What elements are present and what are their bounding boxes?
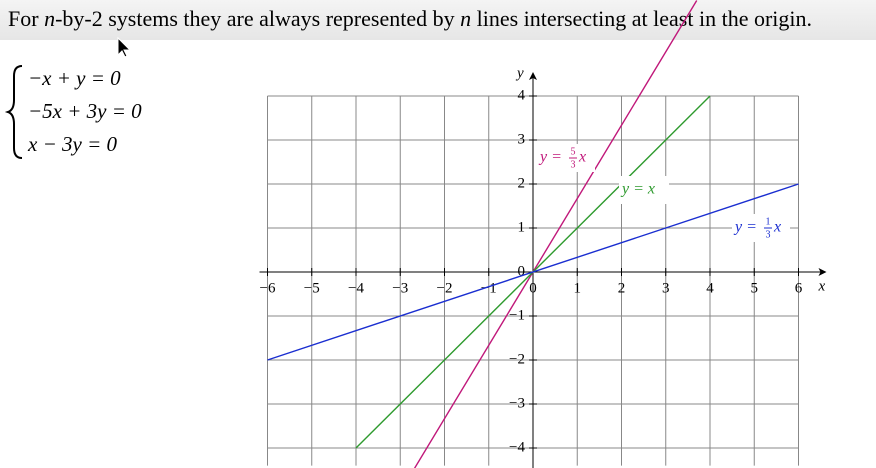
line (267, 183, 799, 361)
x-tick-label: −3 (392, 280, 408, 296)
x-tick-label: 4 (706, 280, 714, 296)
heading-text: For (8, 6, 44, 31)
x-tick-label: −1 (481, 280, 497, 296)
equation: −5x + 3y = 0 (28, 99, 142, 123)
x-axis-arrow (818, 268, 827, 276)
line-label-bg (619, 176, 669, 204)
y-tick-label: −3 (509, 395, 525, 411)
x-tick-label: 2 (618, 280, 626, 296)
line (413, 0, 698, 468)
line-label-bg (732, 214, 790, 242)
line-label: x (773, 219, 781, 236)
x-tick-label: 0 (529, 280, 537, 296)
x-tick-label: −4 (348, 280, 364, 296)
brace (4, 65, 23, 159)
y-tick-label: 1 (518, 219, 526, 235)
y-tick-label: 0 (518, 263, 526, 279)
x-tick-label: 6 (795, 280, 803, 296)
y-tick-label: −2 (509, 351, 525, 367)
heading-text: n (460, 6, 471, 31)
y-tick-label: 2 (518, 175, 526, 191)
x-tick-label: −5 (304, 280, 320, 296)
heading-text: lines intersecting at least in the origi… (471, 6, 812, 31)
equation: x − 3y = 0 (27, 132, 117, 156)
heading-text: -by-2 systems they are always represente… (55, 6, 460, 31)
line-label: y = (538, 149, 562, 166)
line-label: 5 (571, 146, 576, 157)
line-label: y = x (620, 181, 655, 198)
line-label: 3 (571, 159, 576, 170)
line-label: x (578, 149, 586, 166)
line-label-bg (537, 144, 595, 172)
x-axis-label: x (818, 278, 826, 294)
x-tick-label: 1 (574, 280, 582, 296)
x-tick-label: −6 (260, 280, 276, 296)
x-tick-label: −2 (437, 280, 453, 296)
line-label: 3 (766, 229, 771, 240)
cursor (117, 36, 132, 58)
heading: For n-by-2 systems they are always repre… (8, 6, 812, 31)
equation: −x + y = 0 (28, 66, 121, 90)
line-label: y = (733, 219, 757, 236)
heading-bar (0, 0, 876, 40)
y-tick-label: 3 (518, 131, 526, 147)
y-tick-label: −4 (509, 439, 525, 455)
y-tick-label: −1 (509, 307, 525, 323)
line-label: 1 (766, 216, 771, 227)
y-axis-arrow (529, 72, 537, 80)
x-tick-label: 3 (662, 280, 670, 296)
y-tick-label: 4 (518, 87, 526, 103)
x-tick-label: 5 (751, 280, 759, 296)
heading-text: n (44, 6, 55, 31)
y-axis-label: y (515, 65, 524, 81)
